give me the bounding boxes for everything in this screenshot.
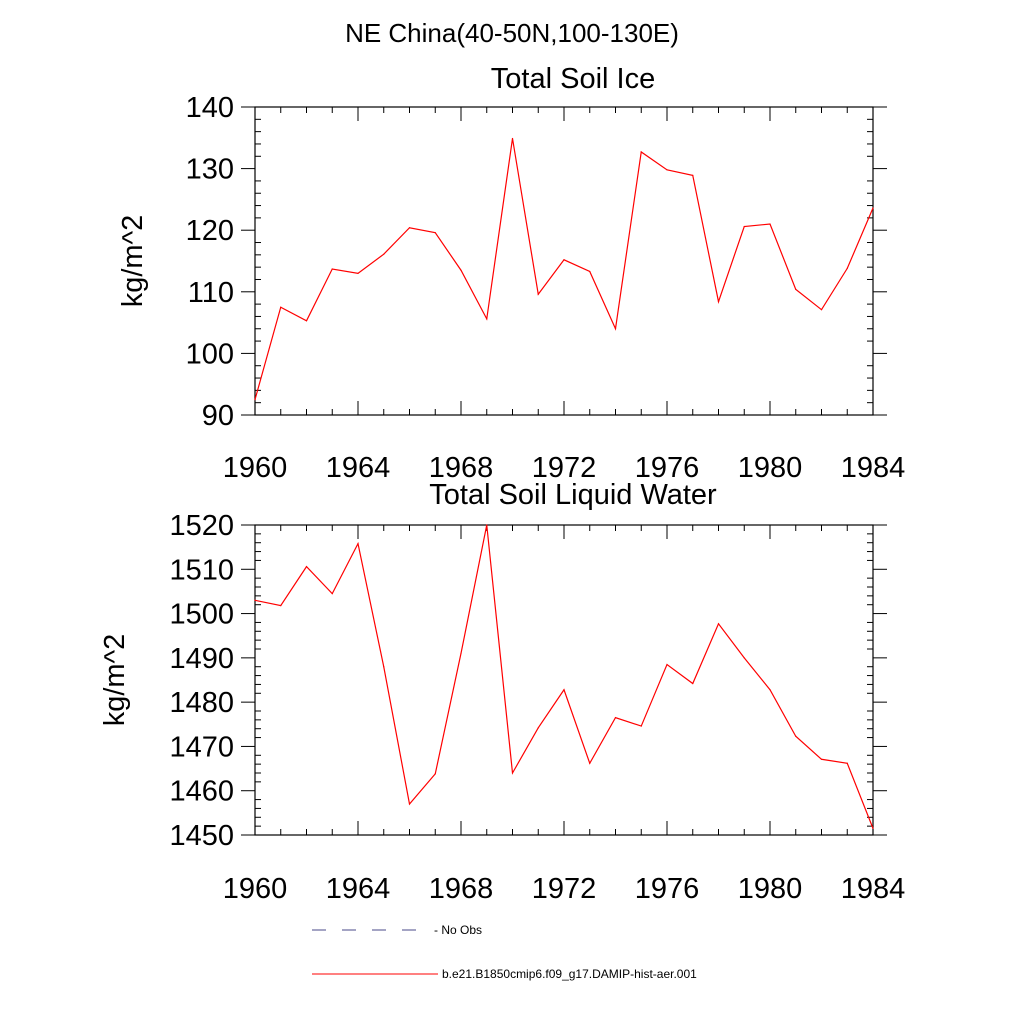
data-point	[872, 827, 874, 829]
data-point	[357, 272, 359, 274]
data-point	[357, 543, 359, 545]
x-tick-label: 1984	[841, 873, 906, 905]
data-point	[743, 657, 745, 659]
chart-panel-soil-ice: Total Soil Ice 1960 1964 1968 1972 1976 1980 19…	[117, 63, 905, 484]
data-point	[640, 725, 642, 727]
data-point	[511, 137, 514, 140]
data-point	[743, 225, 745, 228]
x-tick-label: 1964	[326, 452, 391, 484]
data-point	[717, 623, 720, 625]
x-tick-label: 1968	[429, 873, 494, 905]
data-point	[666, 663, 668, 666]
x-tick-label: 1960	[223, 452, 288, 484]
data-point	[511, 772, 514, 774]
y-tick-label: 130	[186, 154, 234, 186]
y-tick-label: 1450	[169, 820, 234, 852]
y-tick-label: 1470	[169, 731, 234, 763]
x-tick-label: 1964	[326, 873, 391, 905]
data-point	[408, 227, 411, 229]
y-tick-label: 120	[186, 215, 234, 247]
y-tick-label: 1520	[169, 510, 234, 542]
chart-panel-soil-liquid-water: Total Soil Liquid Water 1960 1964 1968 1972 1…	[99, 479, 905, 905]
x-tick-label: 1980	[738, 873, 803, 905]
chart-title: Total Soil Ice	[491, 63, 655, 95]
y-tick-label: 1500	[169, 599, 234, 631]
data-point	[563, 259, 565, 261]
series-line-0	[254, 138, 874, 400]
y-tick-label: 1480	[169, 687, 234, 719]
data-point	[383, 666, 385, 668]
main-title: NE China(40-50N,100-130E)	[345, 18, 679, 48]
data-point	[614, 328, 617, 330]
y-tick-label: 100	[186, 338, 234, 370]
data-point	[305, 566, 308, 568]
x-tick-label: 1968	[429, 452, 494, 484]
series-line-0	[254, 524, 874, 829]
x-tick-label: 1984	[841, 452, 906, 484]
y-tick-label: 140	[186, 92, 234, 124]
x-tick-label: 1976	[635, 452, 700, 484]
data-point	[408, 803, 411, 805]
legend-label-model: b.e21.B1850cmip6.f09_g17.DAMIP-hist-aer.…	[442, 967, 697, 981]
y-axis-label: kg/m^2	[99, 634, 131, 727]
data-point	[537, 727, 539, 729]
data-point	[589, 762, 591, 764]
data-point	[537, 293, 539, 295]
data-point	[305, 320, 308, 322]
data-point	[486, 524, 488, 526]
data-point	[280, 605, 282, 607]
data-point	[614, 717, 617, 719]
x-tick-label: 1976	[635, 873, 700, 905]
data-point	[460, 269, 462, 271]
x-tick-label: 1980	[738, 452, 803, 484]
data-point	[280, 306, 282, 308]
data-point	[383, 253, 385, 255]
plot-frame	[254, 106, 874, 416]
data-point	[331, 268, 333, 270]
data-point	[820, 309, 823, 311]
y-tick-label: 1490	[169, 643, 234, 675]
data-point	[434, 232, 436, 234]
data-point	[820, 758, 823, 760]
legend-label-no-obs: - No Obs	[434, 923, 482, 937]
data-point	[563, 689, 565, 691]
data-point	[460, 652, 462, 655]
data-point	[254, 399, 256, 401]
y-tick-label: 1510	[169, 554, 234, 586]
data-point	[795, 288, 797, 290]
y-tick-label: 90	[202, 400, 234, 432]
data-point	[254, 599, 256, 601]
data-point	[846, 267, 848, 269]
data-point	[486, 318, 488, 320]
chart-title: Total Soil Liquid Water	[429, 479, 717, 511]
y-tick-label: 1460	[169, 776, 234, 808]
data-point	[692, 682, 694, 685]
data-point	[769, 223, 771, 225]
plot-frame	[254, 524, 874, 836]
y-tick-label: 110	[188, 277, 234, 309]
data-point	[872, 207, 874, 209]
data-point	[434, 773, 436, 775]
data-point	[692, 174, 694, 176]
data-point	[846, 762, 848, 764]
y-axis-label: kg/m^2	[117, 215, 149, 308]
data-point	[589, 270, 591, 273]
data-point	[640, 151, 642, 153]
data-point	[769, 689, 771, 691]
data-point	[331, 593, 333, 595]
data-point	[795, 735, 797, 737]
data-point	[666, 169, 668, 171]
data-point	[717, 301, 720, 303]
x-tick-label: 1960	[223, 873, 288, 905]
x-tick-label: 1972	[532, 873, 597, 905]
legend: - No Obs b.e21.B1850cmip6.f09_g17.DAMIP-…	[312, 923, 697, 981]
x-tick-label: 1972	[532, 452, 597, 484]
